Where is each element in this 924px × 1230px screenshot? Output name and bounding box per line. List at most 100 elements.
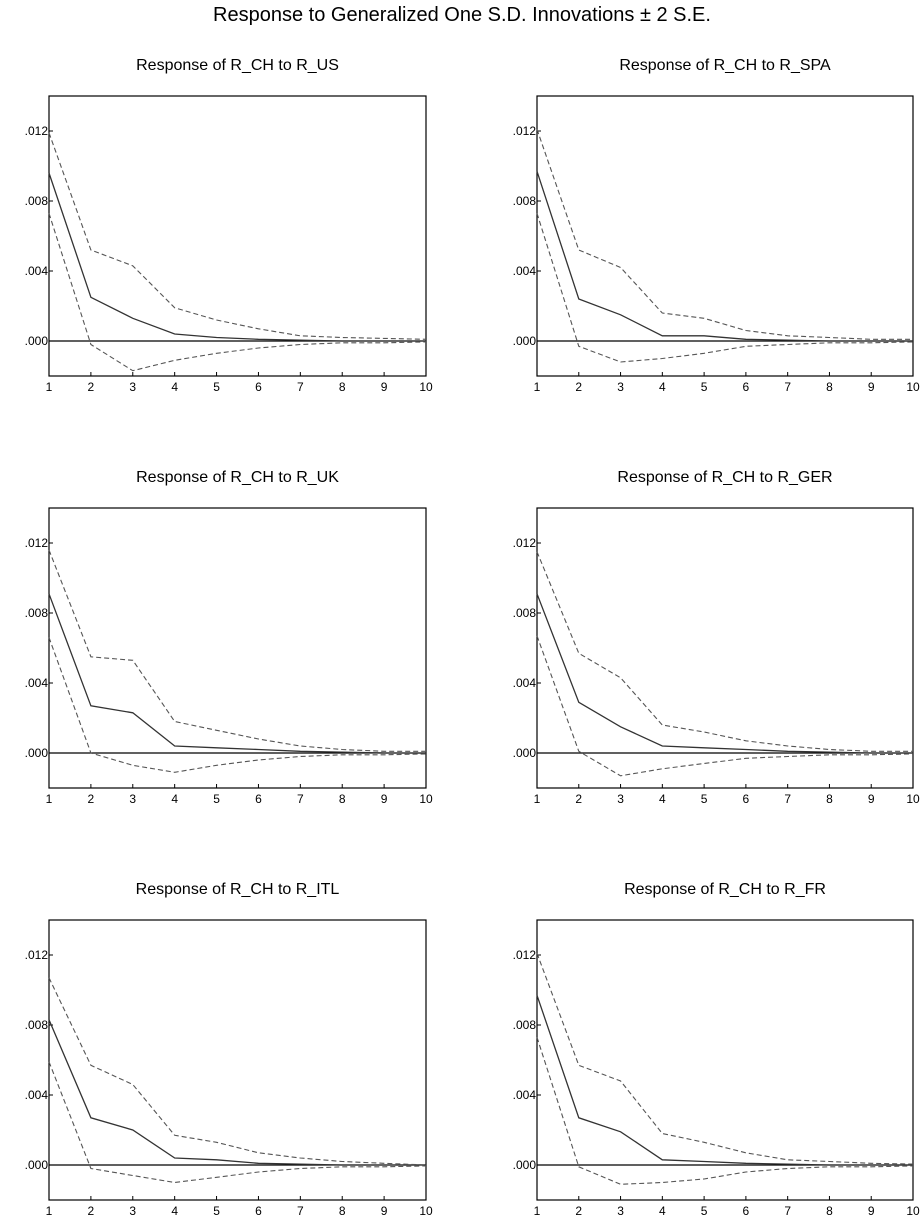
x-tick-label: 6 (255, 792, 262, 806)
response-line (536, 171, 913, 342)
plot-frame (48, 95, 427, 377)
x-tick-label: 9 (868, 1204, 875, 1218)
response-line (48, 1019, 426, 1166)
plot-frame (536, 507, 914, 789)
x-tick-label: 4 (659, 792, 666, 806)
chart-panel-3: Response of R_CH to R_UK .000 .004 .008 .012… (25, 469, 433, 806)
confidence-band-upper (536, 551, 913, 752)
panel-title: Response of R_CH to R_US (136, 57, 339, 74)
chart-panel-4: Response of R_CH to R_GER .000 .004 .008 .01… (513, 469, 920, 806)
x-tick-label: 3 (617, 1204, 624, 1218)
x-tick-label: 4 (171, 792, 178, 806)
x-tick-label: 5 (701, 1204, 708, 1218)
x-tick-label: 4 (171, 380, 178, 394)
x-tick-label: 8 (339, 380, 346, 394)
x-tick-label: 1 (534, 380, 541, 394)
x-tick-label: 4 (659, 1204, 666, 1218)
confidence-band-upper (536, 129, 913, 340)
x-tick-label: 8 (339, 792, 346, 806)
panel-title: Response of R_CH to R_FR (624, 881, 826, 898)
confidence-band-upper (48, 132, 427, 340)
figure-title: Response to Generalized One S.D. Innovat… (213, 4, 711, 26)
x-tick-label: 8 (826, 380, 833, 394)
x-tick-label: 5 (213, 1204, 220, 1218)
y-tick-label: .012 (25, 124, 49, 138)
x-tick-label: 8 (826, 1204, 833, 1218)
x-tick-label: 9 (868, 792, 875, 806)
x-tick-label: 2 (575, 1204, 582, 1218)
chart-panel-2: Response of R_CH to R_SPA .000 .004 .008 .01… (513, 57, 920, 394)
y-tick-label: .008 (513, 194, 537, 208)
x-tick-label: 4 (171, 1204, 178, 1218)
x-tick-label: 3 (129, 1204, 136, 1218)
panel-title: Response of R_CH to R_UK (136, 469, 339, 486)
x-tick-label: 3 (617, 792, 624, 806)
x-tick-label: 6 (743, 792, 750, 806)
x-tick-label: 8 (826, 792, 833, 806)
x-tick-label: 1 (46, 792, 53, 806)
y-tick-label: .000 (513, 334, 537, 348)
x-tick-label: 3 (129, 380, 136, 394)
x-tick-label: 3 (129, 792, 136, 806)
y-tick-label: .008 (25, 606, 49, 620)
y-tick-label: .000 (25, 334, 49, 348)
x-tick-label: 2 (575, 792, 582, 806)
x-tick-label: 7 (784, 1204, 791, 1218)
confidence-band-lower (536, 635, 914, 777)
x-tick-label: 7 (784, 380, 791, 394)
x-tick-label: 5 (213, 380, 220, 394)
panel-title: Response of R_CH to R_GER (617, 469, 832, 486)
x-tick-label: 9 (381, 792, 388, 806)
y-tick-label: .008 (25, 1018, 49, 1032)
x-tick-label: 7 (297, 1204, 304, 1218)
y-tick-label: .004 (513, 264, 537, 278)
x-tick-label: 6 (743, 380, 750, 394)
y-tick-label: .000 (25, 1158, 49, 1172)
x-tick-label: 1 (534, 1204, 541, 1218)
y-tick-label: .004 (25, 676, 49, 690)
x-tick-label: 2 (88, 1204, 95, 1218)
y-tick-label: .000 (513, 746, 537, 760)
x-tick-label: 2 (88, 792, 95, 806)
plot-frame (536, 95, 914, 377)
plot-frame (48, 507, 427, 789)
y-tick-label: .012 (513, 124, 537, 138)
x-tick-label: 10 (419, 380, 433, 394)
y-tick-label: .004 (25, 264, 49, 278)
confidence-band-lower (536, 213, 914, 363)
confidence-band-lower (48, 213, 427, 372)
x-tick-label: 5 (701, 792, 708, 806)
y-tick-label: .012 (25, 948, 49, 962)
y-tick-label: .004 (513, 676, 537, 690)
x-tick-label: 4 (659, 380, 666, 394)
y-tick-label: .004 (25, 1088, 49, 1102)
plot-frame (536, 919, 914, 1201)
response-line (48, 172, 426, 342)
x-tick-label: 1 (46, 1204, 53, 1218)
x-tick-label: 8 (339, 1204, 346, 1218)
x-tick-label: 10 (419, 792, 433, 806)
x-tick-label: 9 (381, 380, 388, 394)
confidence-band-lower (536, 1037, 914, 1185)
y-tick-label: .012 (513, 948, 537, 962)
x-tick-label: 7 (297, 792, 304, 806)
x-tick-label: 5 (701, 380, 708, 394)
x-tick-label: 3 (617, 380, 624, 394)
x-tick-label: 10 (906, 380, 920, 394)
x-tick-label: 5 (213, 792, 220, 806)
y-tick-label: .000 (513, 1158, 537, 1172)
x-tick-label: 10 (906, 792, 920, 806)
confidence-band-upper (48, 977, 427, 1166)
chart-panel-6: Response of R_CH to R_FR .000 .004 .008 .012… (513, 881, 920, 1218)
response-line (536, 593, 913, 754)
x-tick-label: 10 (906, 1204, 920, 1218)
x-tick-label: 9 (868, 380, 875, 394)
x-tick-label: 10 (419, 1204, 433, 1218)
response-line (536, 995, 913, 1166)
y-tick-label: .012 (25, 536, 49, 550)
x-tick-label: 2 (88, 380, 95, 394)
panel-title: Response of R_CH to R_SPA (619, 57, 831, 74)
y-tick-label: .012 (513, 536, 537, 550)
y-tick-label: .000 (25, 746, 49, 760)
